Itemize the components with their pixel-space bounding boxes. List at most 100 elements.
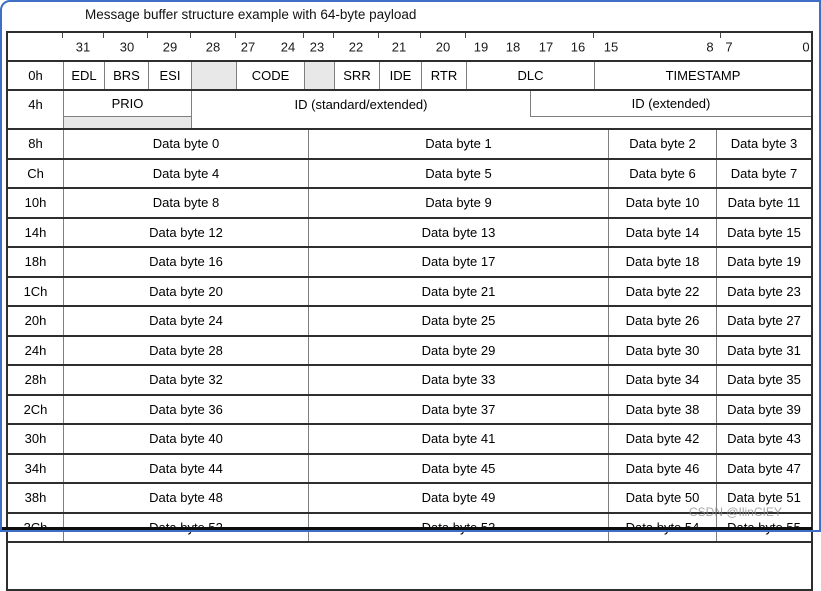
data-word-row-18h: 18h Data byte 16 Data byte 17 Data byte … — [8, 248, 811, 278]
field-id-standard-extended: ID (standard/extended) — [191, 91, 530, 128]
data-byte-cell: Data byte 10 — [608, 189, 716, 217]
data-byte-cell: Data byte 25 — [308, 307, 608, 335]
offset-label: 1Ch — [23, 283, 48, 299]
data-byte-cell: Data byte 12 — [63, 218, 308, 246]
offset-label: 8h — [28, 136, 43, 152]
bit-index-label: 19 — [473, 39, 489, 54]
data-byte-cell: Data byte 1 — [308, 130, 608, 158]
field-dlc: DLC — [466, 62, 594, 89]
bit-tick — [420, 33, 421, 38]
data-byte-cell: Data byte 42 — [608, 425, 716, 453]
data-byte-cell: Data byte 24 — [63, 307, 308, 335]
data-byte-cell: Data byte 37 — [308, 395, 608, 423]
data-byte-cell: Data byte 13 — [308, 218, 608, 246]
offset-label: 14h — [24, 224, 47, 240]
data-byte-cell: Data byte 41 — [308, 425, 608, 453]
offset-label: 20h — [24, 313, 47, 329]
data-byte-cell: Data byte 43 — [716, 425, 811, 453]
field-ide: IDE — [379, 62, 421, 89]
bit-tick — [720, 33, 721, 38]
watermark: CSDN @IlinCIEY — [689, 505, 782, 519]
bit-index-label: 22 — [348, 39, 364, 54]
field-srr: SRR — [334, 62, 379, 89]
data-byte-cell: Data byte 40 — [63, 425, 308, 453]
bit-tick — [303, 33, 304, 38]
bit-index-label: 18 — [505, 39, 521, 54]
field-esi: ESI — [148, 62, 191, 89]
data-byte-cell: Data byte 6 — [608, 159, 716, 187]
field-prio: PRIO — [64, 91, 191, 117]
id-extended-empty-strip — [530, 117, 811, 128]
data-byte-cell: Data byte 16 — [63, 248, 308, 276]
field-id-extended-column: ID (extended) — [530, 91, 811, 128]
data-byte-cell: Data byte 11 — [716, 189, 811, 217]
field-brs: BRS — [104, 62, 148, 89]
bit-index-label: 8 — [706, 39, 714, 54]
data-word-row-ch: Ch Data byte 4 Data byte 5 Data byte 6 D… — [8, 159, 811, 189]
field-id-extended: ID (extended) — [530, 91, 811, 117]
bit-index-label: 21 — [391, 39, 407, 54]
data-byte-cell: Data byte 44 — [63, 454, 308, 482]
bit-tick — [103, 33, 104, 38]
data-byte-cell: Data byte 39 — [716, 395, 811, 423]
data-word-row-10h: 10h Data byte 8 Data byte 9 Data byte 10… — [8, 189, 811, 219]
data-byte-cell: Data byte 2 — [608, 130, 716, 158]
field-code: CODE — [236, 62, 304, 89]
field-timestamp: TIMESTAMP — [594, 62, 811, 89]
data-byte-cell: Data byte 9 — [308, 189, 608, 217]
field-prio-column: PRIO — [63, 91, 191, 128]
data-word-row-24h: 24h Data byte 28 Data byte 29 Data byte … — [8, 336, 811, 366]
bit-index-label: 20 — [435, 39, 451, 54]
offset-label: 0h — [28, 68, 43, 83]
bit-index-label: 28 — [205, 39, 221, 54]
data-byte-cell: Data byte 35 — [716, 366, 811, 394]
data-byte-cell: Data byte 17 — [308, 248, 608, 276]
data-word-row-38h: 38h Data byte 48 Data byte 49 Data byte … — [8, 484, 811, 514]
bit-index-label: 27 — [240, 39, 256, 54]
data-byte-cell: Data byte 36 — [63, 395, 308, 423]
data-byte-cell: Data byte 3 — [716, 130, 811, 158]
bit-index-label: 31 — [75, 39, 91, 54]
data-word-row-14h: 14h Data byte 12 Data byte 13 Data byte … — [8, 218, 811, 248]
bit-tick — [593, 33, 594, 38]
data-byte-cell: Data byte 21 — [308, 277, 608, 305]
bit-index-label: 30 — [119, 39, 135, 54]
offset-label: 4h — [28, 96, 43, 112]
offset-label: 28h — [24, 372, 47, 388]
data-byte-cell: Data byte 26 — [608, 307, 716, 335]
data-word-row-8h: 8h Data byte 0 Data byte 1 Data byte 2 D… — [8, 130, 811, 160]
bit-index-label: 16 — [570, 39, 586, 54]
data-byte-cell: Data byte 48 — [63, 484, 308, 512]
offset-label: 10h — [24, 195, 47, 211]
data-word-row-28h: 28h Data byte 32 Data byte 33 Data byte … — [8, 366, 811, 396]
data-word-row-30h: 30h Data byte 40 Data byte 41 Data byte … — [8, 425, 811, 455]
field-rtr: RTR — [421, 62, 466, 89]
data-word-row-2ch: 2Ch Data byte 36 Data byte 37 Data byte … — [8, 395, 811, 425]
offset-label: 2Ch — [23, 401, 48, 417]
data-byte-cell: Data byte 50 — [608, 484, 716, 512]
bit-tick — [333, 33, 334, 38]
data-byte-cell: Data byte 38 — [608, 395, 716, 423]
offset-label: 30h — [24, 431, 47, 447]
bit-index-label: 23 — [309, 39, 325, 54]
data-word-row-1ch: 1Ch Data byte 20 Data byte 21 Data byte … — [8, 277, 811, 307]
offset-label: 38h — [24, 490, 47, 506]
data-byte-cell: Data byte 32 — [63, 366, 308, 394]
bit-tick — [465, 33, 466, 38]
data-byte-cell: Data byte 49 — [308, 484, 608, 512]
offset-label: 18h — [24, 254, 47, 270]
data-byte-cell: Data byte 19 — [716, 248, 811, 276]
field-edl: EDL — [63, 62, 104, 89]
bit-tick — [235, 33, 236, 38]
data-word-row-20h: 20h Data byte 24 Data byte 25 Data byte … — [8, 307, 811, 337]
data-byte-cell: Data byte 23 — [716, 277, 811, 305]
field-reserved-bit28 — [191, 62, 236, 89]
bit-index-label: 15 — [603, 39, 619, 54]
data-byte-cell: Data byte 18 — [608, 248, 716, 276]
data-byte-cell: Data byte 29 — [308, 336, 608, 364]
offset-label: Ch — [27, 165, 44, 181]
data-byte-cell: Data byte 51 — [716, 484, 811, 512]
bit-index-label: 7 — [725, 39, 733, 54]
diagram-title: Message buffer structure example with 64… — [85, 7, 417, 22]
bit-index-label: 24 — [280, 39, 296, 54]
